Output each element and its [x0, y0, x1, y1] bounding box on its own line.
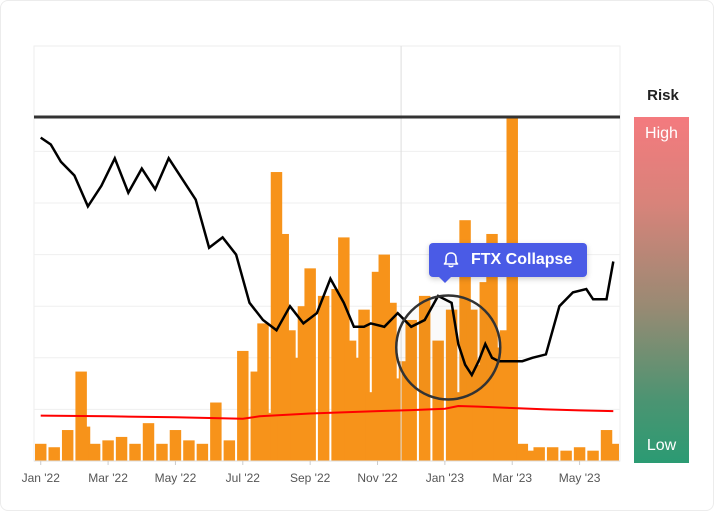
volume-bar: [523, 450, 535, 461]
volume-bar: [499, 330, 512, 461]
volume-bar: [385, 302, 397, 461]
x-tick-label: Nov '22: [357, 471, 398, 485]
volume-bar: [486, 233, 498, 461]
volume-bar: [516, 443, 529, 461]
volume-bar: [338, 237, 350, 461]
volume-bar: [169, 430, 182, 461]
annotation-label: FTX Collapse: [471, 251, 573, 268]
volume-bar: [317, 295, 330, 461]
x-tick-label: Jan '23: [426, 471, 465, 485]
x-tick-label: Jan '22: [22, 471, 61, 485]
volume-bar: [115, 436, 128, 461]
volume-bar: [391, 378, 404, 461]
volume-bar: [264, 412, 276, 461]
volume-bar: [533, 447, 545, 461]
volume-bar: [466, 309, 478, 461]
volume-bar: [445, 309, 458, 461]
volume-bar: [270, 172, 283, 462]
volume-bar: [61, 430, 74, 461]
volume-bar: [418, 295, 431, 461]
volume-bar: [331, 289, 343, 461]
volume-bar: [304, 268, 316, 461]
volume-bar: [573, 447, 586, 461]
volume-bar: [493, 347, 505, 461]
volume-bar: [459, 220, 471, 461]
highlight-circle: [394, 294, 502, 401]
volume-bar: [472, 364, 485, 461]
x-tick-label: Mar '23: [492, 471, 532, 485]
volume-bar: [142, 423, 155, 461]
volume-bar: [277, 233, 289, 461]
volume-bar: [237, 350, 249, 461]
volume-bar: [48, 447, 60, 461]
ftx-collapse-annotation[interactable]: FTX Collapse: [429, 243, 587, 283]
volume-bar: [607, 443, 619, 461]
volume-bar: [546, 447, 559, 461]
volume-bar: [344, 340, 357, 461]
x-tick-label: Mar '22: [88, 471, 128, 485]
x-tick-label: Jul '22: [226, 471, 261, 485]
volume-bar: [479, 282, 492, 461]
price-line: [39, 136, 615, 378]
volume-bar: [600, 430, 613, 461]
volume-bar: [156, 443, 168, 461]
volume-bars: [35, 117, 619, 462]
x-tick-label: May '23: [559, 471, 601, 485]
x-tick-label: May '22: [155, 471, 197, 485]
volume-bar: [297, 306, 310, 461]
volume-bar: [284, 330, 296, 461]
volume-bar: [102, 440, 114, 461]
risk-title: Risk: [647, 87, 679, 104]
volume-bar: [560, 450, 572, 461]
volume-bar: [210, 402, 222, 461]
volume-bar: [378, 254, 390, 461]
volume-bar: [452, 392, 465, 461]
volume-bar: [196, 443, 209, 461]
volume-bar: [351, 357, 364, 461]
volume-bar: [223, 440, 236, 461]
volume-bar: [129, 443, 141, 461]
volume-bar: [183, 440, 195, 461]
x-axis-ticks: Jan '22 Mar '22 May '22 Jul '22 Sep '22 Nov '…: [22, 461, 601, 485]
volume-bar: [358, 309, 370, 461]
volume-bar: [405, 319, 417, 461]
risk-scale-bar: High Low: [634, 117, 689, 463]
volume-bar: [371, 271, 384, 461]
volume-bar: [35, 443, 47, 461]
volume-bar: [88, 443, 101, 461]
volume-bar: [365, 392, 377, 461]
risk-high-label: High: [645, 125, 678, 142]
bell-icon: [443, 252, 459, 268]
x-tick-label: Sep '22: [290, 471, 331, 485]
trend-line: [40, 404, 614, 420]
volume-bar: [432, 340, 444, 461]
volume-bar: [506, 117, 518, 461]
volume-bar: [587, 450, 599, 461]
volume-bar: [78, 426, 91, 461]
risk-low-label: Low: [646, 437, 677, 454]
volume-bar: [290, 357, 303, 461]
volume-bar: [257, 323, 269, 461]
